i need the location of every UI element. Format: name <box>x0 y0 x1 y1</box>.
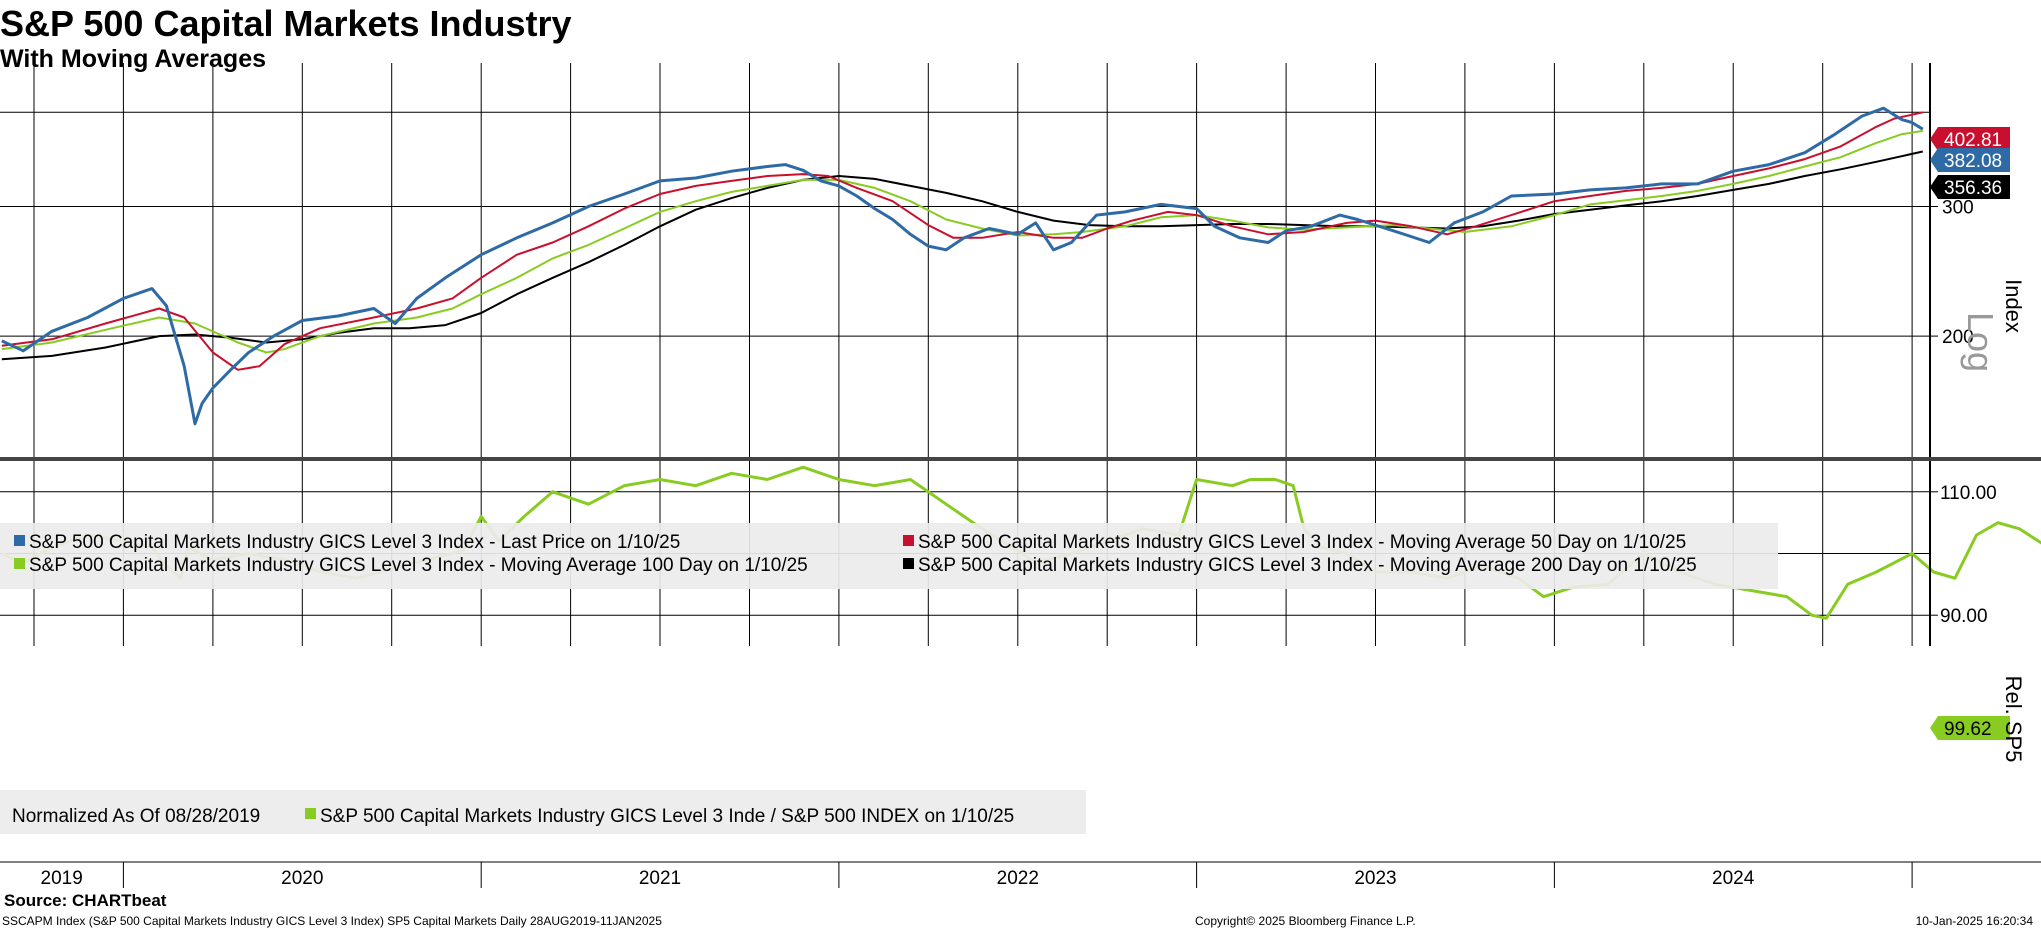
y-tick-label: 110.00 <box>1940 483 1997 504</box>
tag-relative-text: 99.62 <box>1944 719 1992 740</box>
y-tick-label: 90.00 <box>1940 606 1988 627</box>
series-line-price <box>1 106 1924 426</box>
tag-ma200-shape <box>1930 175 2010 199</box>
x-tick-label: 2021 <box>639 868 681 889</box>
legend-swatch-price <box>14 535 25 546</box>
legend-swatch-ma50 <box>903 535 914 546</box>
panel-divider <box>0 457 2041 461</box>
lower-y-axis-title: Rel. SP5 <box>2001 676 2026 763</box>
legends: S&P 500 Capital Markets Industry GICS Le… <box>0 523 1778 834</box>
legend-label-price: S&P 500 Capital Markets Industry GICS Le… <box>29 532 680 553</box>
series-line-ma50 <box>1 111 1924 371</box>
legend-swatch-relative <box>305 808 316 819</box>
legend-label-relative: S&P 500 Capital Markets Industry GICS Le… <box>320 806 1014 827</box>
x-tick-label: 2019 <box>41 868 83 889</box>
tag-ma200: 356.36 <box>1930 175 2010 199</box>
x-tick-label: 2022 <box>997 868 1039 889</box>
legend-label-ma100: S&P 500 Capital Markets Industry GICS Le… <box>29 555 808 576</box>
legend-normalized-note: Normalized As Of 08/28/2019 <box>12 806 260 827</box>
upper-panel-series <box>1 106 1924 426</box>
tag-price-shape <box>1930 148 2010 172</box>
tag-ma200-text: 356.36 <box>1944 178 2002 199</box>
upper-y-axis-ticks: 200 300 <box>1930 198 1974 348</box>
series-line-ma200 <box>1 150 1924 361</box>
x-tick-label: 2020 <box>281 868 323 889</box>
chart-title: S&P 500 Capital Markets Industry <box>0 3 572 44</box>
axes <box>0 63 2041 863</box>
legend-label-ma50: S&P 500 Capital Markets Industry GICS Le… <box>918 532 1686 553</box>
x-tick-label: 2024 <box>1712 868 1755 889</box>
lower-legend-box <box>0 790 1086 834</box>
upper-legend-box <box>0 523 1778 589</box>
series-line-ma100 <box>1 129 1923 354</box>
x-axis-year-labels: 2019 2020 2021 2022 2023 2024 <box>41 862 1913 889</box>
upper-y-axis-title: Index <box>2001 279 2026 333</box>
upper-panel-grid <box>0 63 1930 457</box>
tag-ma50-shape <box>1930 127 2010 151</box>
copyright: Copyright© 2025 Bloomberg Finance L.P. <box>1195 914 1416 928</box>
legend-swatch-ma200 <box>903 558 914 569</box>
y-tick-label: 300 <box>1942 198 1974 219</box>
scale-label: Log <box>1960 312 2001 372</box>
tag-price-text: 382.08 <box>1944 151 2002 172</box>
tag-ma50: 402.81 <box>1930 127 2010 151</box>
tag-price: 382.08 <box>1930 148 2010 172</box>
tag-relative-shape <box>1930 716 2010 740</box>
timestamp: 10-Jan-2025 16:20:34 <box>1915 914 2033 928</box>
chart-subtitle: With Moving Averages <box>0 45 267 73</box>
y-tick-label: 200 <box>1942 327 1974 348</box>
lower-y-axis-ticks: 110.00 90.00 <box>1930 483 1997 627</box>
tag-ma50-text: 402.81 <box>1944 130 2002 151</box>
source-label: Source: CHARTbeat <box>4 891 167 910</box>
x-tick-label: 2023 <box>1354 868 1396 889</box>
series-description: SSCAPM Index (S&P 500 Capital Markets In… <box>2 914 662 928</box>
tag-relative: 99.62 <box>1930 716 2010 740</box>
legend-swatch-ma100 <box>14 558 25 569</box>
legend-label-ma200: S&P 500 Capital Markets Industry GICS Le… <box>918 555 1697 576</box>
